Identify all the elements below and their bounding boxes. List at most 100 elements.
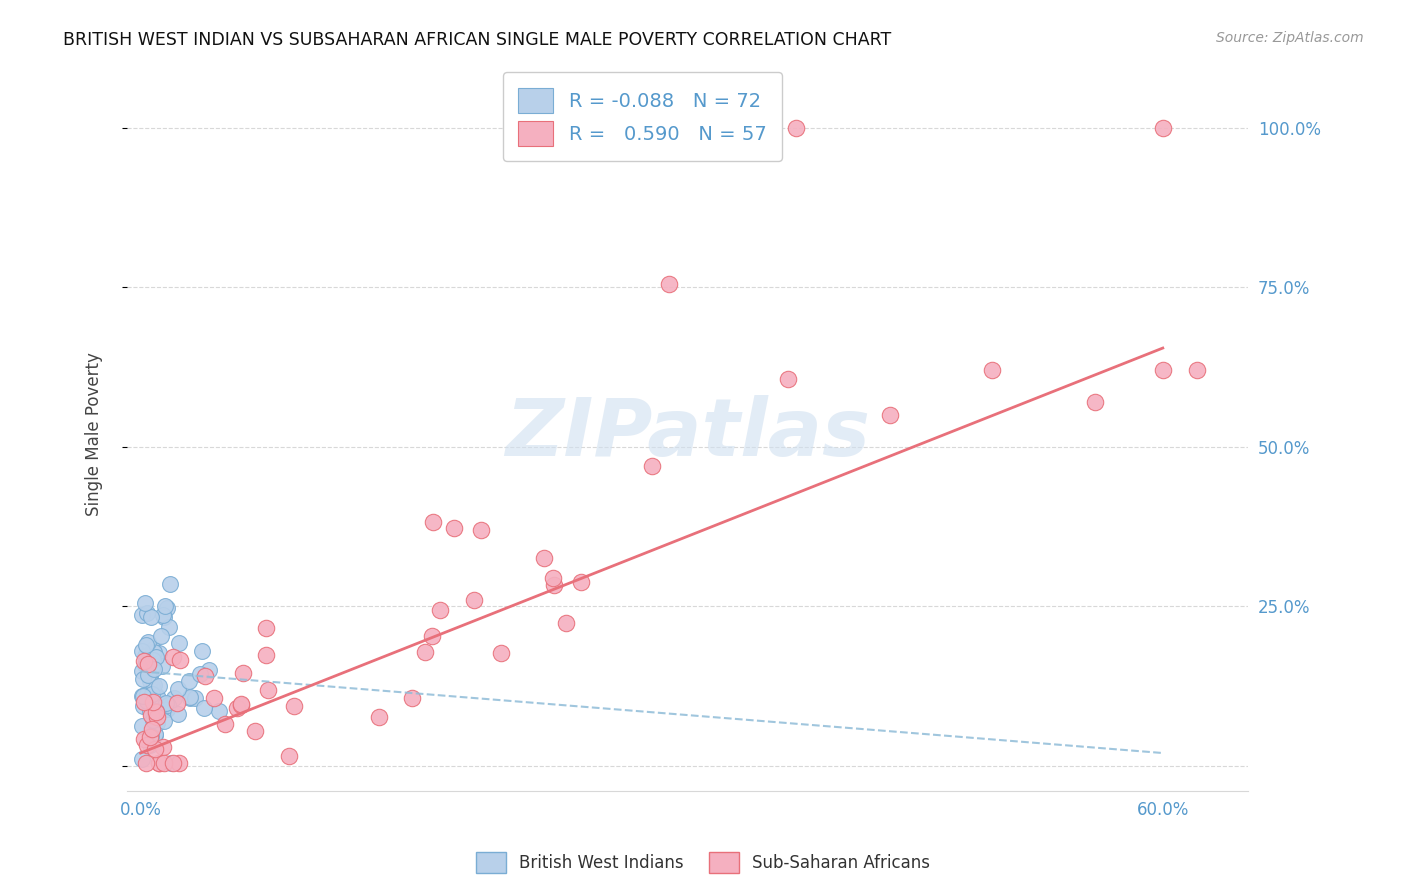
Point <box>145 704 167 718</box>
Point <box>167 636 190 650</box>
Point <box>169 653 191 667</box>
Point <box>146 690 169 705</box>
Point <box>162 756 184 770</box>
Point <box>135 655 157 669</box>
Point <box>138 657 160 671</box>
Text: BRITISH WEST INDIAN VS SUBSAHARAN AFRICAN SINGLE MALE POVERTY CORRELATION CHART: BRITISH WEST INDIAN VS SUBSAHARAN AFRICA… <box>63 31 891 49</box>
Point <box>981 363 1004 377</box>
Point <box>148 679 170 693</box>
Point <box>470 524 492 538</box>
Point <box>193 701 215 715</box>
Point <box>254 621 277 635</box>
Point <box>153 756 176 770</box>
Point <box>131 665 153 679</box>
Point <box>131 752 153 766</box>
Point <box>256 648 278 662</box>
Point <box>489 646 512 660</box>
Point <box>132 695 155 709</box>
Point <box>429 603 451 617</box>
Point <box>132 689 155 703</box>
Point <box>188 667 211 681</box>
Point <box>155 696 177 710</box>
Point <box>153 599 176 613</box>
Point <box>163 690 186 705</box>
Point <box>136 607 159 621</box>
Point <box>191 643 214 657</box>
Point <box>136 667 159 681</box>
Point <box>207 704 229 718</box>
Point <box>194 669 217 683</box>
Point <box>132 732 155 747</box>
Point <box>142 653 165 667</box>
Point <box>143 728 166 742</box>
Point <box>277 748 299 763</box>
Point <box>166 681 188 696</box>
Point <box>141 679 163 693</box>
Point <box>152 658 174 673</box>
Point <box>167 706 190 721</box>
Point <box>243 724 266 739</box>
Point <box>139 731 162 745</box>
Point <box>139 704 162 718</box>
Point <box>139 739 162 753</box>
Point <box>142 695 165 709</box>
Point <box>142 662 165 676</box>
Y-axis label: Single Male Poverty: Single Male Poverty <box>86 352 103 516</box>
Point <box>139 674 162 689</box>
Point <box>413 645 436 659</box>
Point <box>150 629 173 643</box>
Point <box>152 608 174 623</box>
Point <box>422 515 444 529</box>
Point <box>142 678 165 692</box>
Legend: British West Indians, Sub-Saharan Africans: British West Indians, Sub-Saharan Africa… <box>470 846 936 880</box>
Point <box>145 714 167 729</box>
Point <box>131 608 153 623</box>
Point <box>145 649 167 664</box>
Point <box>143 644 166 658</box>
Point <box>1152 363 1174 377</box>
Point <box>135 756 157 770</box>
Point <box>146 716 169 731</box>
Point <box>136 634 159 648</box>
Point <box>141 722 163 736</box>
Point <box>879 409 901 423</box>
Point <box>177 674 200 689</box>
Point <box>776 372 799 386</box>
Point <box>198 663 221 677</box>
Point <box>134 658 156 673</box>
Point <box>146 709 169 723</box>
Point <box>153 714 176 729</box>
Point <box>569 575 592 590</box>
Point <box>283 698 305 713</box>
Point <box>541 571 564 585</box>
Point <box>141 729 163 743</box>
Point <box>157 698 180 712</box>
Point <box>148 647 170 661</box>
Point <box>136 694 159 708</box>
Point <box>141 610 163 624</box>
Point <box>401 690 423 705</box>
Point <box>785 121 807 136</box>
Point <box>148 756 170 770</box>
Point <box>231 697 253 711</box>
Point <box>141 661 163 675</box>
Point <box>184 690 207 705</box>
Point <box>658 277 681 292</box>
Point <box>148 756 170 770</box>
Point <box>226 701 249 715</box>
Point <box>229 698 252 712</box>
Point <box>142 713 165 727</box>
Point <box>136 687 159 701</box>
Point <box>162 650 184 665</box>
Text: Source: ZipAtlas.com: Source: ZipAtlas.com <box>1216 31 1364 45</box>
Point <box>145 689 167 703</box>
Point <box>132 699 155 714</box>
Point <box>134 648 156 663</box>
Point <box>160 756 183 770</box>
Point <box>367 710 389 724</box>
Point <box>443 521 465 535</box>
Point <box>533 550 555 565</box>
Point <box>463 593 485 607</box>
Point <box>1152 121 1174 136</box>
Point <box>179 690 201 704</box>
